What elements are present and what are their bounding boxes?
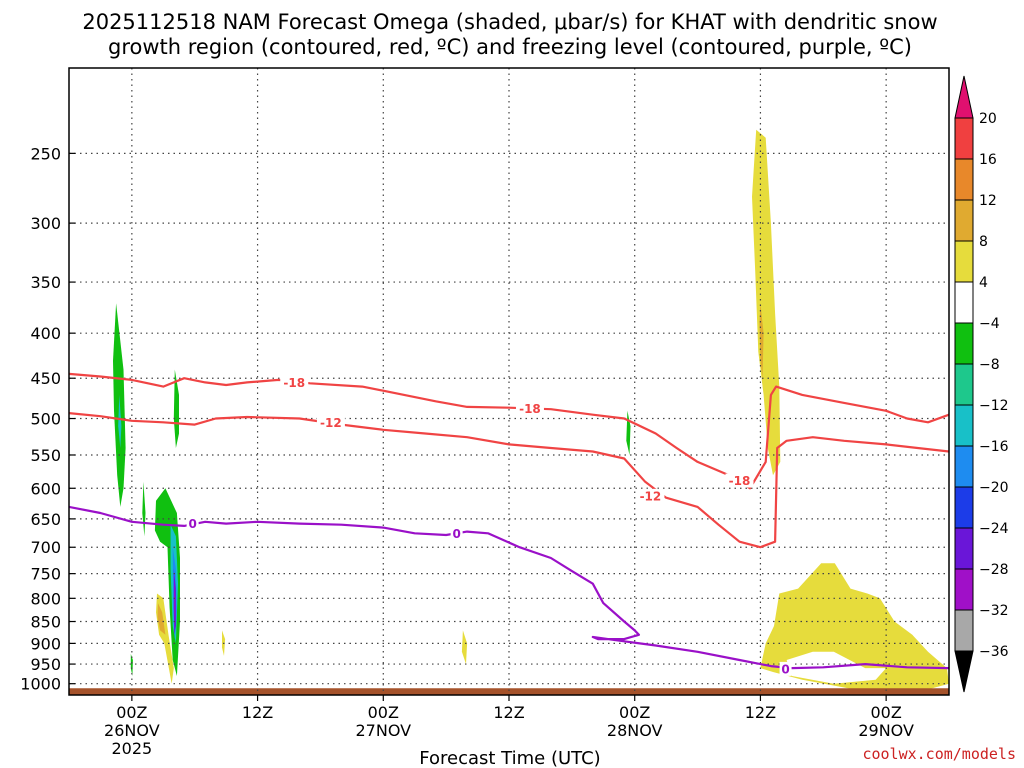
x-tick-label-66: 12Z [745, 703, 776, 722]
contour-label-bg-dendritic-minus-18-1 [515, 401, 544, 416]
colorbar-top-arrow [954, 75, 974, 119]
contour-label-dendritic-minus-18-2: -18 [729, 474, 751, 488]
colorbar-label-1: 16 [979, 152, 997, 168]
colorbar-label-10: −24 [979, 521, 1009, 537]
colorbar-label-8: −16 [979, 439, 1009, 455]
contour-label-dendritic-minus-12-0: -12 [320, 416, 342, 430]
y-tick-label-300: 300 [30, 214, 61, 233]
colorbar-box-9 [954, 486, 974, 529]
x-tick-label-42: 12Z [493, 703, 524, 722]
y-tick-label-800: 800 [30, 589, 61, 608]
y-tick-label-400: 400 [30, 324, 61, 343]
colorbar-box-5 [954, 322, 974, 365]
colorbar-label-5: −4 [979, 316, 1000, 332]
y-tick-label-550: 550 [30, 446, 61, 465]
contour-label-bg-dendritic-minus-12-1 [636, 488, 665, 503]
y-tick-label-350: 350 [30, 273, 61, 292]
y-tick-label-1000: 1000 [20, 675, 61, 694]
x-axis-label: Forecast Time (UTC) [419, 748, 600, 768]
surface-ground [69, 688, 949, 695]
contour-lines [69, 372, 949, 670]
y-tick-label-750: 750 [30, 565, 61, 584]
y-tick-label-850: 850 [30, 613, 61, 632]
y-tick-label-900: 900 [30, 634, 61, 653]
x-tick-label-30: 00Z [368, 703, 399, 722]
contour-freezing-level [69, 505, 949, 670]
colorbar-box-12 [954, 609, 974, 652]
colorbar-label-7: −12 [979, 398, 1009, 414]
contour-dendritic-minus-18 [69, 372, 949, 490]
contour-label-dendritic-minus-12-1: -12 [640, 489, 662, 503]
chart-title-line2: growth region (contoured, red, ºC) and f… [108, 35, 912, 59]
x-tick-label-18: 12Z [242, 703, 273, 722]
omega-region-upper-yellow-plume [752, 129, 781, 476]
contour-labels: -18 -18 -18 -12 -12 0 0 0 [186, 375, 792, 676]
x-tick-label-6: 00Z [116, 703, 147, 722]
x-tick-year-6: 2025 [111, 739, 152, 758]
y-tick-label-650: 650 [30, 510, 61, 529]
colorbar-box-8 [954, 445, 974, 488]
colorbar-box-3 [954, 240, 974, 283]
colorbar-bottom-arrow [954, 650, 974, 693]
y-tick-label-950: 950 [30, 655, 61, 674]
x-tick-date-30: 27NOV [355, 721, 411, 740]
colorbar: 20 16 12 8 4 −4 −8 −12 −16 −20 −24 −28 −32 −36 [954, 75, 1009, 693]
colorbar-label-13: −36 [979, 644, 1009, 660]
contour-dendritic-minus-12 [69, 412, 949, 549]
colorbar-box-11 [954, 568, 974, 611]
credit-text: coolwx.com/models [862, 745, 1016, 763]
omega-region-low-orange-core [157, 603, 166, 635]
contour-label-dendritic-minus-18-1: -18 [519, 402, 541, 416]
y-axis-ticks: 250 300 350 400 450 500 550 600 650 700 750 800 850 9… [20, 144, 75, 694]
contour-label-freezing-level-1: 0 [452, 527, 460, 541]
y-tick-label-600: 600 [30, 479, 61, 498]
colorbar-box-10 [954, 527, 974, 570]
colorbar-box-4 [954, 281, 974, 324]
colorbar-label-2: 12 [979, 193, 997, 209]
colorbar-label-9: −20 [979, 480, 1009, 496]
colorbar-box-0 [954, 117, 974, 160]
colorbar-label-0: 20 [979, 111, 997, 127]
omega-region-yellow-tiny-27nov [461, 630, 468, 665]
contour-label-freezing-level-2: 0 [781, 662, 789, 676]
contour-label-bg-dendritic-minus-18-2 [725, 473, 754, 488]
surface-terrain [69, 688, 949, 695]
colorbar-box-7 [954, 404, 974, 447]
omega-region-low-tiny-green [130, 653, 133, 676]
x-tick-date-6: 26NOV [104, 721, 160, 740]
chart-title-line1: 2025112518 NAM Forecast Omega (shaded, μ… [82, 10, 937, 34]
omega-region-upper-teal-core [118, 394, 122, 448]
colorbar-box-1 [954, 158, 974, 201]
contour-label-dendritic-minus-18-0: -18 [283, 376, 305, 390]
colorbar-label-11: −28 [979, 562, 1009, 578]
omega-region-lower-magenta [174, 578, 176, 622]
y-tick-label-450: 450 [30, 369, 61, 388]
omega-region-mid-green-sliver [173, 369, 179, 448]
x-tick-label-78: 00Z [870, 703, 901, 722]
omega-shading [113, 129, 949, 695]
y-tick-label-500: 500 [30, 410, 61, 429]
colorbar-label-3: 8 [979, 234, 988, 250]
colorbar-label-4: 4 [979, 275, 988, 291]
colorbar-box-2 [954, 199, 974, 242]
contour-label-freezing-level-0: 0 [188, 517, 196, 531]
y-tick-label-700: 700 [30, 538, 61, 557]
contour-label-bg-dendritic-minus-12-0 [316, 415, 345, 430]
y-tick-label-250: 250 [30, 144, 61, 163]
contour-label-bg-dendritic-minus-18-0 [280, 375, 309, 390]
colorbar-label-12: −32 [979, 603, 1009, 619]
x-tick-date-78: 29NOV [858, 721, 914, 740]
colorbar-box-6 [954, 363, 974, 406]
grid-lines [69, 68, 949, 695]
contour-label-bg-freezing-level-1 [450, 526, 463, 541]
omega-region-white-hole-right [786, 651, 887, 684]
x-tick-label-54: 00Z [619, 703, 650, 722]
colorbar-label-6: −8 [979, 357, 1000, 373]
contour-label-bg-freezing-level-0 [186, 516, 199, 531]
x-tick-date-54: 28NOV [607, 721, 663, 740]
contour-label-bg-freezing-level-2 [779, 661, 792, 676]
